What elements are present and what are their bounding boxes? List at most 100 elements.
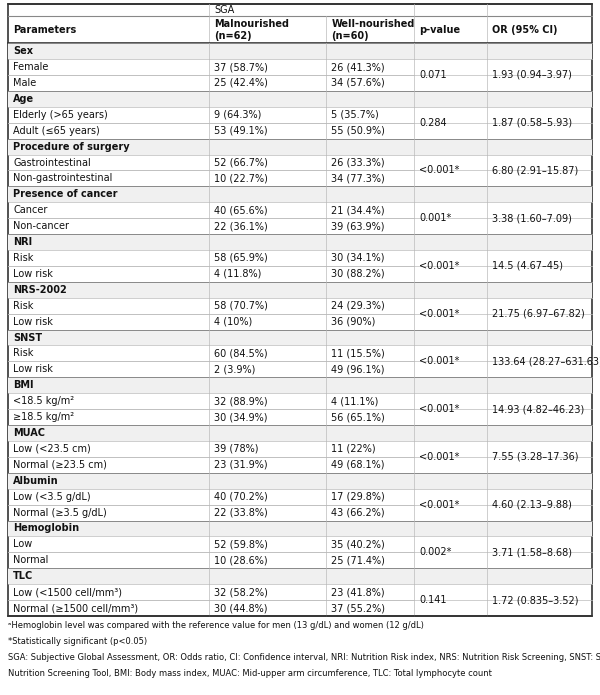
- Text: 133.64 (28.27–631.63): 133.64 (28.27–631.63): [492, 357, 600, 366]
- Text: ≥18.5 kg/m²: ≥18.5 kg/m²: [13, 412, 74, 422]
- Text: 3.38 (1.60–7.09): 3.38 (1.60–7.09): [492, 213, 572, 223]
- Text: 30 (34.1%): 30 (34.1%): [331, 253, 385, 263]
- Text: 22 (33.8%): 22 (33.8%): [214, 507, 268, 518]
- Text: 0.284: 0.284: [419, 117, 446, 128]
- Text: SNST: SNST: [13, 332, 42, 343]
- Bar: [8, 521, 592, 537]
- Text: 21.75 (6.97–67.82): 21.75 (6.97–67.82): [492, 309, 584, 319]
- Text: 30 (88.2%): 30 (88.2%): [331, 269, 385, 279]
- Text: 4 (10%): 4 (10%): [214, 317, 253, 327]
- Text: 26 (41.3%): 26 (41.3%): [331, 62, 385, 72]
- Text: Non-gastrointestinal: Non-gastrointestinal: [13, 174, 112, 183]
- Text: 21 (34.4%): 21 (34.4%): [331, 205, 385, 215]
- Text: Risk: Risk: [13, 348, 34, 359]
- Text: Low risk: Low risk: [13, 317, 53, 327]
- Bar: [8, 186, 592, 202]
- Bar: [8, 4, 592, 616]
- Text: ᵃHemoglobin level was compared with the reference value for men (13 g/dL) and wo: ᵃHemoglobin level was compared with the …: [8, 621, 424, 630]
- Bar: [8, 377, 592, 393]
- Text: SGA: Subjective Global Assessment, OR: Odds ratio, CI: Confidence interval, NRI:: SGA: Subjective Global Assessment, OR: O…: [8, 653, 600, 662]
- Text: <0.001*: <0.001*: [419, 309, 459, 319]
- Text: NRI: NRI: [13, 237, 32, 247]
- Text: MUAC: MUAC: [13, 428, 45, 438]
- Text: 49 (96.1%): 49 (96.1%): [331, 364, 385, 375]
- Text: 35 (40.2%): 35 (40.2%): [331, 539, 385, 549]
- Text: Normal (≥3.5 g/dL): Normal (≥3.5 g/dL): [13, 507, 107, 518]
- Text: 5 (35.7%): 5 (35.7%): [331, 110, 379, 120]
- Text: Normal: Normal: [13, 555, 49, 565]
- Text: 26 (33.3%): 26 (33.3%): [331, 158, 385, 167]
- Text: Low risk: Low risk: [13, 364, 53, 375]
- Text: 6.80 (2.91–15.87): 6.80 (2.91–15.87): [492, 165, 578, 175]
- Text: 52 (66.7%): 52 (66.7%): [214, 158, 268, 167]
- Text: Well-nourished
(n=60): Well-nourished (n=60): [331, 19, 415, 40]
- Text: Age: Age: [13, 94, 34, 104]
- Text: Procedure of surgery: Procedure of surgery: [13, 142, 130, 152]
- Text: 10 (22.7%): 10 (22.7%): [214, 174, 268, 183]
- Text: Malnourished
(n=62): Malnourished (n=62): [214, 19, 289, 40]
- Text: Normal (≥1500 cell/mm³): Normal (≥1500 cell/mm³): [13, 603, 138, 613]
- Text: 1.87 (0.58–5.93): 1.87 (0.58–5.93): [492, 117, 572, 128]
- Text: Female: Female: [13, 62, 49, 72]
- Text: 11 (15.5%): 11 (15.5%): [331, 348, 385, 359]
- Text: Non-cancer: Non-cancer: [13, 221, 69, 231]
- Text: 40 (65.6%): 40 (65.6%): [214, 205, 268, 215]
- Text: Gastrointestinal: Gastrointestinal: [13, 158, 91, 167]
- Text: 34 (77.3%): 34 (77.3%): [331, 174, 385, 183]
- Text: 55 (50.9%): 55 (50.9%): [331, 126, 385, 136]
- Bar: [8, 91, 592, 107]
- Text: 37 (55.2%): 37 (55.2%): [331, 603, 385, 613]
- Text: 23 (31.9%): 23 (31.9%): [214, 460, 268, 470]
- Text: 39 (63.9%): 39 (63.9%): [331, 221, 385, 231]
- Text: TLC: TLC: [13, 571, 33, 581]
- Text: 3.71 (1.58–8.68): 3.71 (1.58–8.68): [492, 548, 572, 557]
- Text: Normal (≥23.5 cm): Normal (≥23.5 cm): [13, 460, 107, 470]
- Text: 0.141: 0.141: [419, 595, 446, 605]
- Text: 58 (70.7%): 58 (70.7%): [214, 301, 268, 311]
- Text: 56 (65.1%): 56 (65.1%): [331, 412, 385, 422]
- Text: 36 (90%): 36 (90%): [331, 317, 376, 327]
- Text: 14.5 (4.67–45): 14.5 (4.67–45): [492, 261, 563, 271]
- Text: 22 (36.1%): 22 (36.1%): [214, 221, 268, 231]
- Text: 58 (65.9%): 58 (65.9%): [214, 253, 268, 263]
- Text: 32 (88.9%): 32 (88.9%): [214, 396, 268, 406]
- Text: 39 (78%): 39 (78%): [214, 444, 259, 454]
- Text: 32 (58.2%): 32 (58.2%): [214, 587, 268, 597]
- Bar: [8, 234, 592, 250]
- Text: 2 (3.9%): 2 (3.9%): [214, 364, 256, 375]
- Text: Male: Male: [13, 78, 36, 88]
- Text: <18.5 kg/m²: <18.5 kg/m²: [13, 396, 74, 406]
- Text: 25 (71.4%): 25 (71.4%): [331, 555, 385, 565]
- Text: <0.001*: <0.001*: [419, 404, 459, 414]
- Text: 9 (64.3%): 9 (64.3%): [214, 110, 262, 120]
- Text: 30 (44.8%): 30 (44.8%): [214, 603, 268, 613]
- Text: 37 (58.7%): 37 (58.7%): [214, 62, 268, 72]
- Text: 4 (11.8%): 4 (11.8%): [214, 269, 262, 279]
- Text: 17 (29.8%): 17 (29.8%): [331, 491, 385, 502]
- Text: Adult (≤65 years): Adult (≤65 years): [13, 126, 100, 136]
- Text: 49 (68.1%): 49 (68.1%): [331, 460, 385, 470]
- Text: 0.002*: 0.002*: [419, 548, 451, 557]
- Bar: [8, 329, 592, 345]
- Text: 40 (70.2%): 40 (70.2%): [214, 491, 268, 502]
- Text: 60 (84.5%): 60 (84.5%): [214, 348, 268, 359]
- Text: Elderly (>65 years): Elderly (>65 years): [13, 110, 108, 120]
- Text: Hemoglobin: Hemoglobin: [13, 523, 79, 534]
- Text: NRS-2002: NRS-2002: [13, 285, 67, 295]
- Text: Albumin: Albumin: [13, 476, 59, 486]
- Bar: [8, 138, 592, 154]
- Text: Low (<23.5 cm): Low (<23.5 cm): [13, 444, 91, 454]
- Text: 0.001*: 0.001*: [419, 213, 451, 223]
- Text: Risk: Risk: [13, 253, 34, 263]
- Text: 10 (28.6%): 10 (28.6%): [214, 555, 268, 565]
- Text: 7.55 (3.28–17.36): 7.55 (3.28–17.36): [492, 452, 578, 462]
- Bar: [8, 4, 592, 616]
- Text: Cancer: Cancer: [13, 205, 47, 215]
- Text: <0.001*: <0.001*: [419, 357, 459, 366]
- Text: 14.93 (4.82–46.23): 14.93 (4.82–46.23): [492, 404, 584, 414]
- Text: 4 (11.1%): 4 (11.1%): [331, 396, 379, 406]
- Text: Low risk: Low risk: [13, 269, 53, 279]
- Text: Presence of cancer: Presence of cancer: [13, 189, 118, 199]
- Text: Low (<3.5 g/dL): Low (<3.5 g/dL): [13, 491, 91, 502]
- Text: Low: Low: [13, 539, 32, 549]
